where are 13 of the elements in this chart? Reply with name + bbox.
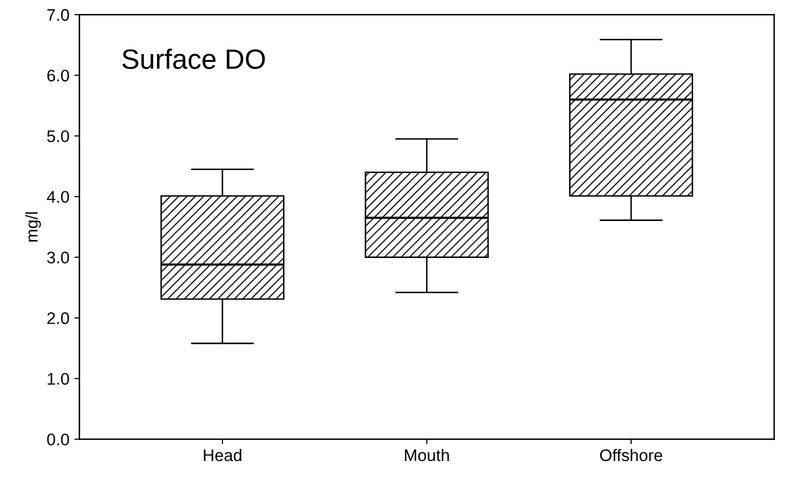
- y-tick-label: 3.0: [47, 252, 70, 264]
- y-tick-label: 6.0: [47, 70, 70, 82]
- y-tick-label: 5.0: [47, 130, 70, 142]
- y-tick-label: 1.0: [48, 372, 70, 385]
- y-tick-label: 7.0: [47, 9, 70, 21]
- y-axis-title: mg/l: [25, 212, 41, 242]
- y-tick-label: 2.0: [47, 312, 70, 324]
- text: Surface DO: [122, 48, 265, 70]
- x-tick-label: Offshore: [600, 448, 662, 462]
- y-tick-label: 0.0: [47, 434, 70, 446]
- y-tick-label: 4.0: [46, 190, 70, 203]
- x-tick-label: Head: [204, 448, 242, 462]
- x-tick-label: Mouth: [404, 448, 449, 462]
